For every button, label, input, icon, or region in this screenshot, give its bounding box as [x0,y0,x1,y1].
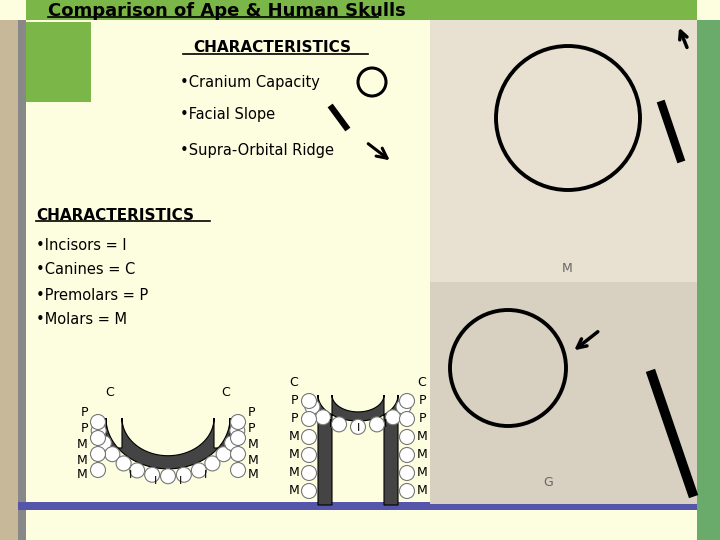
Text: I: I [204,470,207,480]
Text: •Canines = C: •Canines = C [36,262,135,278]
Text: G: G [543,476,553,489]
Circle shape [216,447,231,462]
Circle shape [302,411,317,427]
Text: •Molars = M: •Molars = M [36,313,127,327]
Text: M: M [248,469,258,482]
Text: I: I [329,418,333,429]
Circle shape [91,447,106,462]
Circle shape [305,399,320,414]
Circle shape [176,467,192,482]
Circle shape [302,448,317,462]
Text: I: I [153,476,157,486]
Circle shape [315,410,330,425]
Text: M: M [77,437,88,450]
Bar [26,22,91,102]
Text: C: C [106,386,114,399]
Text: I: I [179,476,183,486]
Circle shape [400,429,415,444]
Circle shape [230,447,246,462]
Bar [697,20,720,540]
Text: P: P [290,395,298,408]
Text: P: P [248,422,256,435]
Text: I: I [384,418,387,429]
Text: M: M [248,437,258,450]
Circle shape [91,415,106,429]
Circle shape [96,436,112,450]
Text: I: I [356,423,359,433]
Text: M: M [289,430,300,443]
Text: •Premolars = P: •Premolars = P [36,287,148,302]
Text: M: M [562,261,572,274]
Text: M: M [289,467,300,480]
Circle shape [302,483,317,498]
Text: I: I [129,470,132,480]
Text: Comparison of Ape & Human Skulls: Comparison of Ape & Human Skulls [48,2,406,20]
Bar [18,20,26,540]
Circle shape [130,463,145,478]
Text: C: C [222,386,230,399]
Text: M: M [417,449,428,462]
Circle shape [91,430,106,445]
Circle shape [351,420,366,434]
Text: •Facial Slope: •Facial Slope [180,107,275,123]
Text: M: M [77,454,88,467]
Text: P: P [81,422,88,435]
Text: CHARACTERISTICS: CHARACTERISTICS [36,207,194,222]
Circle shape [400,465,415,481]
Text: M: M [417,467,428,480]
Polygon shape [318,395,398,505]
Circle shape [230,415,246,429]
Text: C: C [418,376,426,389]
Text: M: M [289,484,300,497]
Text: M: M [77,469,88,482]
Circle shape [396,399,411,414]
Circle shape [302,465,317,481]
Text: P: P [248,406,256,419]
Circle shape [192,463,207,478]
Text: M: M [417,430,428,443]
Circle shape [230,423,245,438]
Bar [18,502,697,510]
Bar [430,282,697,504]
Circle shape [205,456,220,471]
Text: •Supra-Orbital Ridge: •Supra-Orbital Ridge [180,143,334,158]
Circle shape [91,423,107,438]
Bar [0,20,18,540]
Text: P: P [418,413,426,426]
Text: C: C [289,376,298,389]
Text: P: P [418,395,426,408]
Circle shape [225,436,240,450]
Circle shape [230,462,246,477]
Text: M: M [417,484,428,497]
Text: M: M [289,449,300,462]
Circle shape [105,447,120,462]
Circle shape [302,394,317,408]
Circle shape [400,448,415,462]
Circle shape [400,394,415,408]
Bar [26,0,697,20]
Circle shape [116,456,131,471]
Circle shape [145,467,160,482]
Circle shape [91,462,106,477]
Circle shape [161,469,176,484]
Text: P: P [290,413,298,426]
Circle shape [302,429,317,444]
Circle shape [369,417,384,432]
Text: CHARACTERISTICS: CHARACTERISTICS [193,40,351,56]
Circle shape [385,410,400,425]
Text: M: M [248,454,258,467]
Text: P: P [81,406,88,419]
Bar [430,20,697,282]
Circle shape [400,411,415,427]
Text: •Cranium Capacity: •Cranium Capacity [180,75,320,90]
Circle shape [331,417,346,432]
Circle shape [230,430,246,445]
Circle shape [400,483,415,498]
Polygon shape [106,418,230,469]
Text: •Incisors = I: •Incisors = I [36,238,127,253]
